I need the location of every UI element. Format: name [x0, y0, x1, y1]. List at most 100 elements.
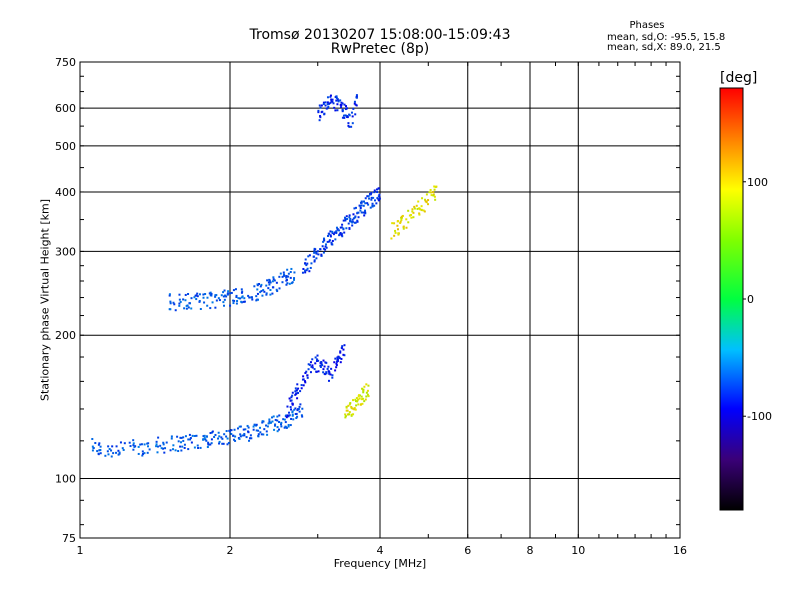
data-point — [234, 435, 237, 438]
data-point — [335, 99, 338, 102]
data-point — [243, 297, 246, 300]
data-point — [240, 296, 243, 299]
data-point — [146, 442, 149, 445]
colorbar-label: [deg] — [720, 70, 758, 86]
data-point — [302, 375, 305, 378]
data-point — [362, 211, 365, 214]
data-point — [255, 423, 258, 426]
data-point — [331, 239, 334, 242]
data-point — [240, 300, 243, 303]
data-point — [132, 444, 135, 447]
data-point — [242, 300, 245, 303]
data-point — [322, 371, 325, 374]
data-point — [239, 435, 242, 438]
data-point — [281, 275, 284, 278]
data-point — [345, 107, 348, 110]
data-point — [283, 426, 286, 429]
data-point — [348, 413, 351, 416]
data-point — [329, 373, 332, 376]
data-point — [262, 289, 265, 292]
data-point — [163, 451, 166, 454]
x-axis-label: Frequency [MHz] — [333, 557, 427, 570]
data-point — [357, 395, 360, 398]
data-point — [418, 212, 421, 215]
data-point — [332, 233, 335, 236]
data-point — [313, 251, 316, 254]
data-point — [427, 203, 430, 206]
colorbar-tick-label: -100 — [747, 410, 772, 423]
data-point — [433, 195, 436, 198]
data-point — [272, 415, 275, 418]
data-point — [222, 295, 225, 298]
data-point — [305, 264, 308, 267]
data-point — [335, 232, 338, 235]
data-point — [196, 292, 199, 295]
data-point — [164, 447, 167, 450]
data-point — [205, 439, 208, 442]
data-point — [141, 454, 144, 457]
data-point — [183, 446, 186, 449]
data-point — [295, 389, 298, 392]
data-point — [248, 296, 251, 299]
data-point — [266, 279, 269, 282]
data-point — [339, 350, 342, 353]
data-point — [353, 407, 356, 410]
data-point — [405, 218, 408, 221]
data-point — [250, 437, 253, 440]
data-point — [319, 116, 322, 119]
data-point — [227, 441, 230, 444]
data-point — [322, 247, 325, 250]
data-point — [355, 96, 358, 99]
data-point — [309, 361, 312, 364]
data-point — [316, 358, 319, 361]
data-point — [294, 393, 297, 396]
data-point — [311, 358, 314, 361]
data-point — [344, 413, 347, 416]
data-point — [220, 436, 223, 439]
data-point — [276, 426, 279, 429]
data-point — [370, 198, 373, 201]
data-point — [155, 440, 158, 443]
data-point — [433, 188, 436, 191]
data-point — [243, 432, 246, 435]
data-point — [335, 362, 338, 365]
data-point — [299, 403, 302, 406]
data-point — [137, 445, 140, 448]
data-point — [350, 111, 353, 114]
data-point — [338, 356, 341, 359]
data-point — [307, 255, 310, 258]
data-point — [280, 421, 283, 424]
data-point — [283, 273, 286, 276]
data-point — [211, 430, 214, 433]
data-point — [269, 281, 272, 284]
data-point — [281, 281, 284, 284]
data-point — [263, 290, 266, 293]
data-point — [339, 226, 342, 229]
data-point — [265, 284, 268, 287]
data-point — [303, 380, 306, 383]
data-point — [321, 364, 324, 367]
data-point — [430, 191, 433, 194]
data-point — [331, 376, 334, 379]
data-point — [137, 452, 140, 455]
data-point — [197, 446, 200, 449]
data-point — [91, 437, 94, 440]
data-point — [376, 191, 379, 194]
data-point — [355, 397, 358, 400]
data-point — [269, 293, 272, 296]
data-point — [352, 413, 355, 416]
data-point — [179, 445, 182, 448]
data-point — [358, 394, 361, 397]
data-point — [241, 290, 244, 293]
data-point — [132, 442, 135, 445]
data-point — [355, 94, 358, 97]
data-point — [304, 258, 307, 261]
data-point — [267, 281, 270, 284]
data-point — [98, 442, 101, 445]
colorbar-ticks: 100 0 -100 — [743, 176, 772, 423]
data-point — [225, 295, 228, 298]
data-point — [243, 300, 246, 303]
data-point — [363, 385, 366, 388]
data-point — [357, 216, 360, 219]
data-point — [396, 228, 399, 231]
